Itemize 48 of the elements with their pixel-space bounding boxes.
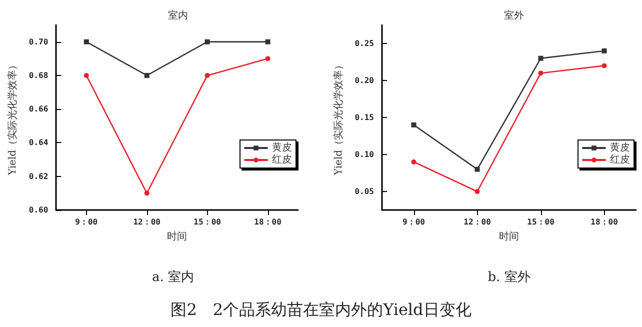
point [144,72,150,78]
y-axis-title: Yield（实际光化学效率） [6,60,18,176]
x-tick-label: 12：00 [133,218,161,226]
caption: 图2 2个品系幼苗在室内外的Yield日变化 [170,300,472,321]
chart-title: 室外 [504,10,524,22]
y-axis-title: Yield（实际光化学效率） [332,60,344,176]
y-tick-label: 0.20 [354,76,374,85]
point [204,72,210,78]
x-tick-label: 18：00 [254,218,282,226]
legend-label: 红皮 [610,154,630,166]
point [265,56,270,62]
y-tick-label: 0.60 [28,206,48,214]
y-tick-label: 0.62 [28,172,48,181]
point [538,56,544,61]
y-tick-label: 0.66 [28,104,48,114]
x-tick-label: 15：00 [194,218,222,226]
y-tick-label: 0.10 [354,150,374,159]
text: b. 室外 [486,269,532,286]
x-axis-title: 时间 [499,230,519,242]
point [411,159,416,164]
x-tick-label: 18：00 [590,218,618,226]
y-tick-label: 0.70 [28,37,48,46]
x-tick-label: 15：00 [527,218,555,226]
point [602,63,607,68]
x-axis-title: 时间 [167,230,188,242]
point [204,39,210,44]
point [84,39,89,44]
point [474,189,480,194]
point [474,166,480,172]
point [602,48,607,54]
text: a. 室内 [150,269,195,286]
x-tick-label: 12：00 [464,218,492,226]
point [84,72,89,78]
point [411,122,416,128]
point [265,39,270,44]
legend-label: 红皮 [272,154,292,166]
legend-label: 黄皮 [610,142,630,154]
y-tick-label: 0.05 [354,187,374,196]
y-tick-label: 0.68 [28,70,48,80]
point [538,70,544,76]
legend-label: 黄皮 [272,142,292,154]
y-tick-label: 0.64 [28,138,48,148]
y-tick-label: 0.25 [354,39,374,48]
x-tick-label: 9：00 [75,218,98,226]
y-tick-label: 0.15 [354,113,374,122]
chart-title: 室内 [168,10,188,22]
point [144,190,150,196]
x-tick-label: 9：00 [402,218,426,226]
